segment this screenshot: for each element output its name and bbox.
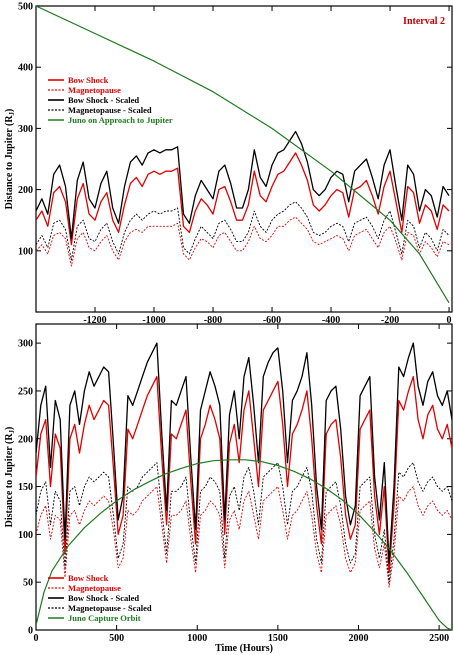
legend-entry: Magnetopause - Scaled — [68, 603, 152, 613]
interval-annotation: Interval 2 — [403, 16, 445, 27]
legend-entry: Bow Shock — [68, 75, 109, 85]
bottom-panel: 0 500 1000 1500 2000 2500 0 50 100 150 200 250 300 B… — [18, 323, 453, 654]
x-tick-label: 0 — [34, 633, 39, 644]
x-axis-label: Time (Hours) — [215, 643, 273, 654]
legend-entry: Magnetopause — [68, 583, 121, 593]
top-panel-series — [36, 6, 450, 304]
y-axis-label-bottom: Distance to Jupiter (RJ) — [4, 427, 16, 528]
y-tick-label: 250 — [18, 386, 33, 397]
y-tick-label: 100 — [18, 246, 33, 257]
x-tick-label: -200 — [381, 315, 399, 326]
series-line-bow-shock-scaled — [36, 130, 450, 240]
top-panel: -1200 -1000 -800 -600 -400 -200 0 100 200 300 400 5… — [18, 2, 453, 326]
x-tick-label: -400 — [322, 315, 340, 326]
x-tick-label: -1200 — [83, 315, 106, 326]
legend-entry: Magnetopause — [68, 85, 121, 95]
series-line-magnetopause-scaled — [36, 201, 450, 261]
y-tick-label: 300 — [18, 339, 33, 350]
top-panel-ticks: -1200 -1000 -800 -600 -400 -200 0 100 200 300 400 5… — [18, 2, 452, 326]
y-tick-label: 400 — [18, 63, 33, 74]
legend-entry: Bow Shock — [68, 573, 109, 583]
series-line-juno-on-approach-to-jupiter — [36, 6, 450, 304]
y-tick-label: 50 — [23, 578, 33, 589]
top-panel-frame — [35, 5, 453, 313]
bottom-panel-series — [36, 342, 452, 630]
bottom-panel-ticks: 0 500 1000 1500 2000 2500 0 50 100 150 200 250 300 — [18, 324, 452, 644]
legend-entry: Juno Capture Orbit — [68, 613, 141, 623]
x-tick-label: 1000 — [187, 633, 207, 644]
x-tick-label: 500 — [109, 633, 124, 644]
series-line-magnetopause-scaled — [36, 462, 452, 583]
y-tick-label: 200 — [18, 185, 33, 196]
x-tick-label: 1500 — [268, 633, 288, 644]
legend-entry: Bow Shock - Scaled — [68, 593, 139, 603]
legend-entry: Bow Shock - Scaled — [68, 95, 139, 105]
x-tick-label: 0 — [447, 315, 452, 326]
y-tick-label: 100 — [18, 530, 33, 541]
series-line-bow-shock-scaled — [36, 342, 452, 564]
x-tick-label: 2000 — [348, 633, 368, 644]
x-tick-label: -800 — [204, 315, 222, 326]
y-tick-label: 150 — [18, 482, 33, 493]
series-line-juno-capture-orbit — [36, 459, 452, 630]
y-tick-label: 500 — [18, 2, 33, 13]
x-tick-label: -1000 — [142, 315, 165, 326]
y-axis-label-top: Distance to Jupiter (RJ) — [4, 109, 16, 210]
legend-entry: Juno on Approach to Jupiter — [68, 115, 173, 125]
series-line-magnetopause — [36, 216, 450, 267]
y-tick-label: 200 — [18, 434, 33, 445]
y-tick-label: 0 — [28, 626, 33, 637]
series-line-bow-shock — [36, 152, 450, 246]
series-line-bow-shock — [36, 375, 452, 574]
x-tick-label: -600 — [263, 315, 281, 326]
y-tick-label: 300 — [18, 124, 33, 135]
legend-entry: Magnetopause - Scaled — [68, 105, 152, 115]
x-tick-label: 2500 — [429, 633, 449, 644]
